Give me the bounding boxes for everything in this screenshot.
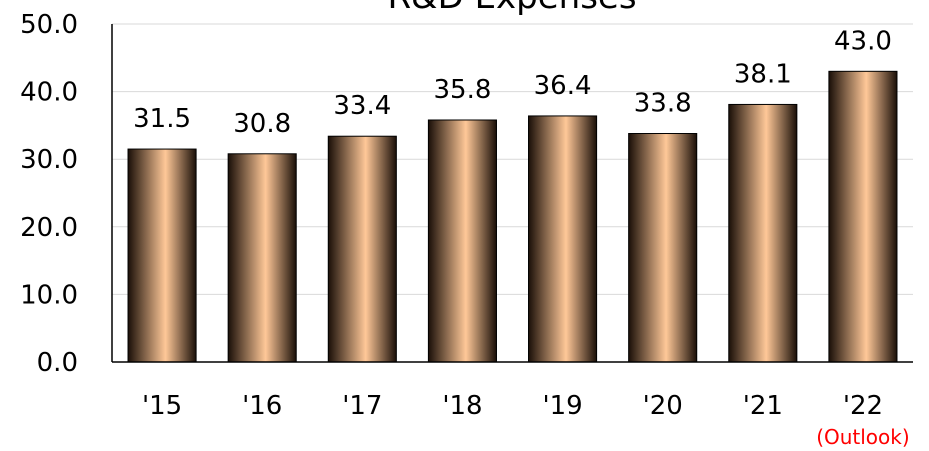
bar-value-label: 31.5 <box>133 104 191 134</box>
bar-value-label: 35.8 <box>433 75 491 105</box>
bar <box>227 153 297 363</box>
bar-value-label: 33.4 <box>333 91 391 121</box>
annotation-label: (Outlook) <box>816 425 909 449</box>
x-tick-label: '20 <box>643 391 683 421</box>
y-tick-label: 20.0 <box>20 213 78 243</box>
bar <box>828 70 898 363</box>
labels: 0.0 10.0 20.0 30.0 40.0 50.0 31.5 '15 30.8 '16 33.… <box>20 10 910 449</box>
x-tick-label: '22 <box>843 391 883 421</box>
bar <box>127 148 197 363</box>
bar-value-label: 36.4 <box>534 71 592 101</box>
y-tick-label: 30.0 <box>20 145 78 175</box>
bar-value-label: 43.0 <box>834 26 892 56</box>
x-tick-label: '19 <box>542 391 582 421</box>
x-tick-label: '21 <box>743 391 783 421</box>
bar <box>427 119 497 363</box>
bar-value-label: 33.8 <box>634 89 692 119</box>
x-tick-label: '16 <box>242 391 282 421</box>
chart-title: R&D Expenses <box>387 0 636 17</box>
bars <box>127 70 898 363</box>
bar-value-label: 30.8 <box>233 109 291 139</box>
bar <box>728 103 798 363</box>
y-tick-label: 0.0 <box>37 348 78 378</box>
y-tick-label: 10.0 <box>20 280 78 310</box>
y-tick-label: 40.0 <box>20 78 78 108</box>
x-tick-label: '17 <box>342 391 382 421</box>
bar <box>628 133 698 363</box>
x-tick-label: '15 <box>142 391 182 421</box>
y-tick-label: 50.0 <box>20 10 78 40</box>
axes <box>111 24 913 363</box>
bar <box>327 135 397 363</box>
bar <box>528 115 598 363</box>
x-tick-label: '18 <box>442 391 482 421</box>
bar-value-label: 38.1 <box>734 59 792 89</box>
